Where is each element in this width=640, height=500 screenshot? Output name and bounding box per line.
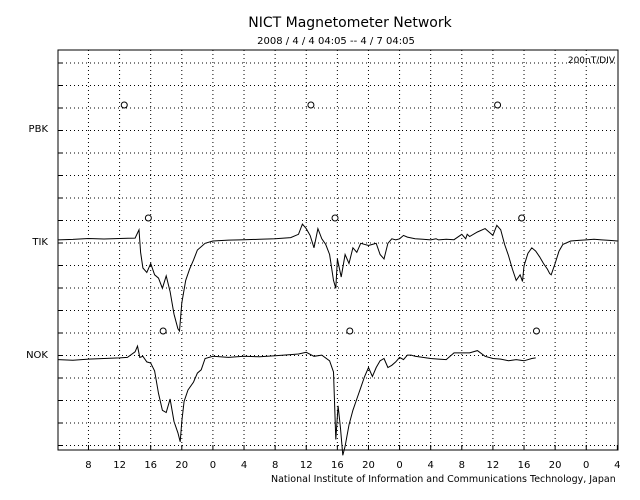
x-tick-label: 20: [175, 460, 188, 471]
local-midnight-marker: [518, 214, 526, 222]
x-tick-label: 20: [549, 460, 562, 471]
x-tick-label: 4: [241, 460, 247, 471]
station-label-nok: NOK: [26, 350, 48, 361]
local-midnight-marker: [532, 327, 540, 335]
x-tick-label: 20: [362, 460, 375, 471]
x-tick-label: 4: [428, 460, 434, 471]
x-tick-label: 12: [487, 460, 500, 471]
x-tick-label: 8: [272, 460, 278, 471]
scale-label: 200nT/DIV: [568, 56, 616, 66]
local-midnight-marker: [331, 214, 339, 222]
x-tick-label: 0: [396, 460, 402, 471]
trace-tik: [58, 223, 618, 333]
x-tick-label: 0: [210, 460, 216, 471]
x-tick-label: 12: [113, 460, 126, 471]
grid: 8 12 16 20 0 4 8 12 16 20 0 4 8 12 16 20 0 4: [58, 50, 621, 471]
x-tick-label: 4: [614, 460, 620, 471]
x-tick-label: 8: [85, 460, 91, 471]
chart-subtitle: 2008 / 4 / 4 04:05 -- 4 / 7 04:05: [257, 36, 415, 47]
local-midnight-marker: [144, 214, 152, 222]
x-tick-label: 16: [331, 460, 344, 471]
x-tick-label: 8: [459, 460, 465, 471]
chart-marks: PBK TIK NOK: [26, 101, 618, 456]
local-midnight-marker: [494, 101, 502, 109]
chart-title: NICT Magnetometer Network: [248, 15, 452, 31]
local-midnight-marker: [159, 327, 167, 335]
local-midnight-marker: [120, 101, 128, 109]
station-label-pbk: PBK: [29, 124, 49, 135]
local-midnight-marker: [346, 327, 354, 335]
x-tick-label: 16: [518, 460, 531, 471]
footer-credit: National Institute of Information and Co…: [271, 474, 616, 485]
plot-frame: [57, 49, 619, 451]
x-tick-label: 12: [300, 460, 313, 471]
trace-nok: [58, 344, 536, 456]
x-tick-label: 0: [583, 460, 589, 471]
station-label-tik: TIK: [31, 237, 48, 248]
x-tick-label: 16: [144, 460, 157, 471]
local-midnight-marker: [307, 101, 315, 109]
